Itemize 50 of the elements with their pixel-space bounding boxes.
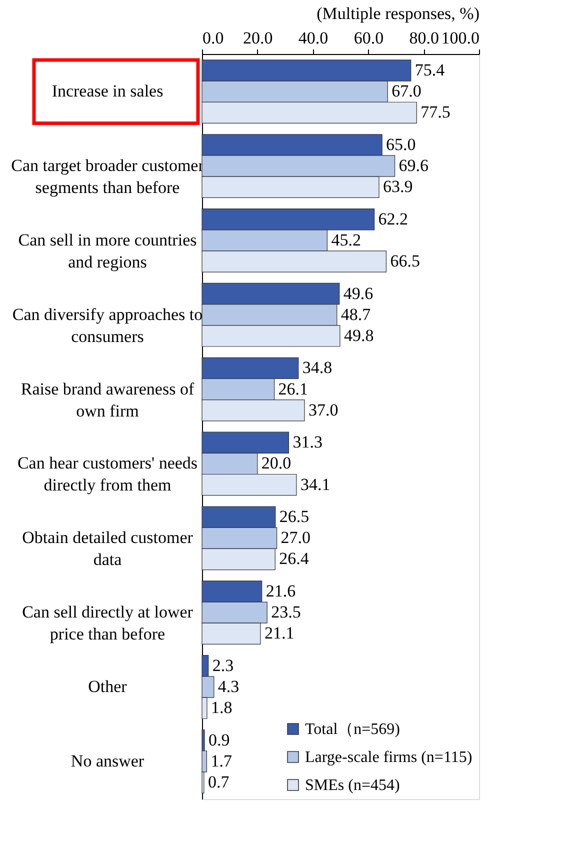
data-label: 48.7 — [340, 304, 372, 324]
y-tick-label: Can sell directly at lower price than before — [22, 602, 194, 644]
y-tick-label: Increase in sales — [52, 82, 164, 101]
data-label: 0.9 — [208, 730, 230, 750]
data-label: 23.5 — [271, 602, 301, 622]
chart-title: (Multiple responses, %) — [316, 4, 480, 23]
x-tick-label: 80.0 — [409, 28, 439, 48]
data-label: 77.5 — [420, 102, 450, 122]
y-tick-label: Can sell in more countries and regions — [18, 230, 197, 272]
data-label: 26.1 — [278, 379, 308, 398]
data-label: 26.5 — [279, 507, 310, 526]
data-label: 20.0 — [261, 454, 292, 473]
data-label: 26.4 — [279, 549, 310, 568]
legend-label: Large-scale firms (n=115) — [305, 749, 472, 766]
data-label: 67.0 — [392, 82, 422, 101]
y-tick-label: Can diversify approaches to consumers — [12, 304, 203, 346]
data-label: 21.6 — [266, 581, 296, 600]
data-label: 1.8 — [210, 698, 232, 718]
data-label: 37.0 — [308, 400, 338, 420]
data-label: 75.4 — [414, 60, 446, 80]
y-tick-label: Obtain detailed customer data — [22, 528, 194, 570]
x-tick-label: 100.0 — [441, 28, 480, 48]
x-tick-label: 60.0 — [354, 28, 384, 48]
data-label: 31.3 — [292, 432, 322, 452]
data-label: 34.1 — [300, 474, 330, 494]
data-label: 21.1 — [264, 624, 294, 643]
data-label: 4.3 — [218, 676, 240, 696]
data-label: 62.2 — [378, 209, 408, 228]
data-label: 63.9 — [383, 177, 413, 196]
data-label: 0.7 — [208, 772, 230, 792]
y-tick-label: Raise brand awareness of own firm — [20, 379, 194, 420]
data-label: 49.6 — [343, 284, 374, 303]
legend-label: Total（n=569) — [305, 721, 400, 738]
y-tick-label: Can hear customers' needs directly from them — [17, 454, 198, 495]
x-tick-label: 40.0 — [298, 28, 328, 48]
data-label: 27.0 — [280, 528, 311, 548]
data-label: 34.8 — [302, 358, 332, 378]
legend-label: SMEs (n=454) — [305, 777, 400, 794]
data-label: 1.7 — [210, 751, 232, 770]
y-tick-label: Other — [88, 676, 128, 696]
data-label: 49.8 — [344, 326, 374, 345]
data-label: 65.0 — [386, 134, 416, 154]
y-tick-label: No answer — [70, 751, 144, 770]
data-label: 2.3 — [212, 656, 234, 675]
data-label: 45.2 — [331, 230, 361, 250]
data-label: 69.6 — [398, 156, 429, 176]
y-tick-label: Can target broader customer segments than before — [11, 156, 204, 198]
x-tick-label: 20.0 — [243, 28, 273, 48]
x-tick-label: 0.0 — [202, 28, 224, 48]
data-label: 66.5 — [390, 252, 420, 271]
